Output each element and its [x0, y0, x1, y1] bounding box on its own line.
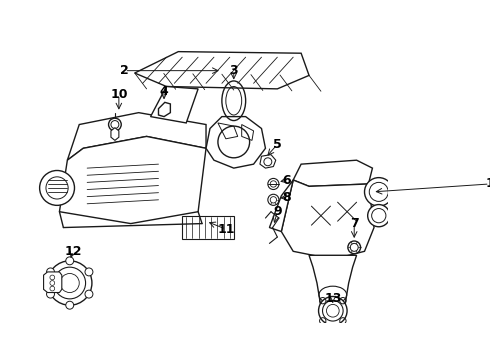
Text: 8: 8: [283, 191, 291, 204]
Circle shape: [47, 268, 54, 276]
Text: 10: 10: [110, 88, 127, 101]
Polygon shape: [270, 180, 293, 231]
Circle shape: [66, 257, 74, 265]
Text: 3: 3: [229, 64, 238, 77]
Polygon shape: [150, 86, 198, 123]
Bar: [182, 216, 234, 239]
Text: 5: 5: [273, 138, 282, 151]
Text: 2: 2: [120, 64, 129, 77]
Circle shape: [348, 241, 361, 254]
Circle shape: [66, 301, 74, 309]
Text: 1: 1: [486, 177, 490, 190]
Text: 12: 12: [64, 245, 82, 258]
Polygon shape: [293, 160, 372, 186]
Circle shape: [48, 261, 92, 305]
Circle shape: [85, 268, 93, 276]
Polygon shape: [111, 128, 119, 140]
Circle shape: [40, 171, 74, 205]
Circle shape: [365, 177, 393, 206]
Text: 7: 7: [350, 217, 359, 230]
Circle shape: [85, 290, 93, 298]
Polygon shape: [59, 136, 206, 224]
Circle shape: [318, 297, 347, 325]
Polygon shape: [67, 113, 206, 160]
Text: 11: 11: [217, 222, 235, 236]
Polygon shape: [206, 117, 266, 168]
Text: 13: 13: [324, 292, 342, 305]
Polygon shape: [309, 255, 357, 307]
Circle shape: [109, 118, 121, 131]
Circle shape: [368, 204, 390, 227]
Polygon shape: [281, 180, 374, 259]
Circle shape: [47, 290, 54, 298]
Polygon shape: [135, 51, 309, 89]
Text: 6: 6: [283, 174, 291, 186]
Text: 9: 9: [273, 205, 282, 218]
Polygon shape: [44, 272, 62, 293]
Text: 4: 4: [160, 85, 169, 98]
